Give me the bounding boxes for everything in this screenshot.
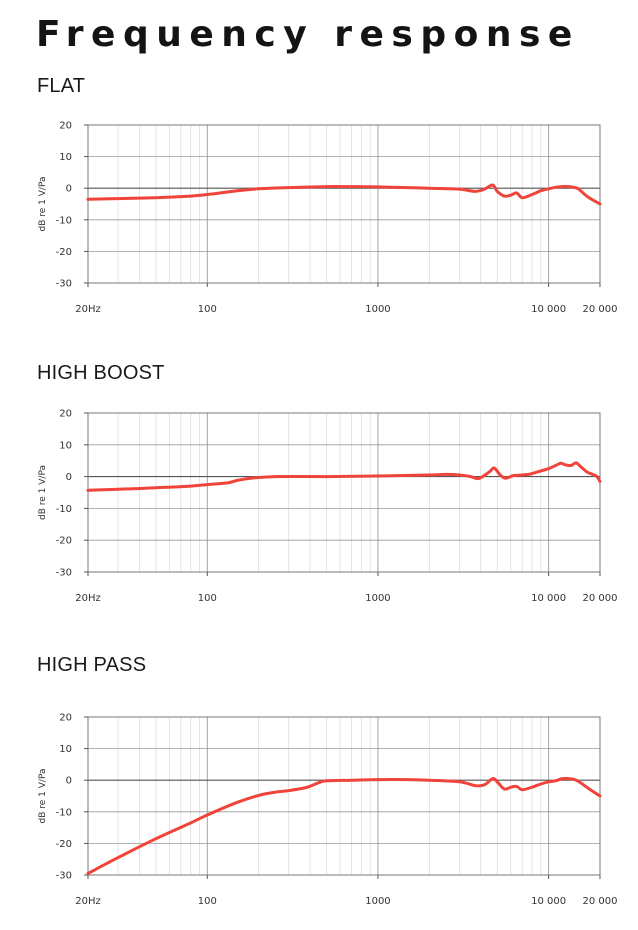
chart-0-response-curve-0 <box>86 183 602 206</box>
chart-0-xtick-label: 1000 <box>365 304 390 315</box>
chart-1-xtick-label: 1000 <box>365 593 390 604</box>
chart-0-ytick-label: 10 <box>59 152 72 163</box>
chart-1-response-curve-0 <box>86 461 602 492</box>
chart-2-xtick-label: 10 000 <box>531 896 566 907</box>
chart-1-xtick-label: 20 000 <box>583 593 618 604</box>
chart-title-flat: FLAT <box>37 75 86 97</box>
chart-1-minor-grid <box>117 413 542 572</box>
chart-2-xtick-label: 20 000 <box>583 896 618 907</box>
chart-title-high-boost: HIGH BOOST <box>37 362 165 384</box>
chart-0-ytick-label: -20 <box>56 247 72 258</box>
chart-0-xtick-label: 100 <box>198 304 217 315</box>
chart-2-ytick-label: -20 <box>56 839 72 850</box>
chart-2-xtick-label: 100 <box>198 896 217 907</box>
chart-2-response-curve-0 <box>86 776 602 875</box>
chart-1-xtick-label: 10 000 <box>531 593 566 604</box>
chart-2-ytick-label: 10 <box>59 744 72 755</box>
chart-2-minor-grid <box>117 717 542 875</box>
chart-2-ytick-label: 20 <box>59 713 72 724</box>
chart-1-ytick-label: 20 <box>59 409 72 420</box>
chart-2-plot-frame <box>87 716 601 876</box>
chart-2-xtick-label: 1000 <box>365 896 390 907</box>
chart-title-high-pass: HIGH PASS <box>37 654 147 676</box>
chart-1-ytick-label: 10 <box>59 440 72 451</box>
chart-0-xtick-label: 20 000 <box>583 304 618 315</box>
chart-0-ytick-label: -30 <box>56 279 72 290</box>
chart-0-plot-frame <box>87 124 601 284</box>
chart-1-ytick-label: -30 <box>56 568 72 579</box>
chart-2-ytick-label: 0 <box>66 776 72 787</box>
chart-1-ytick-label: 0 <box>66 472 72 483</box>
chart-1-xtick-label: 20Hz <box>75 593 101 604</box>
chart-0-y-axis-title: dB re 1 V/Pa <box>38 177 48 232</box>
chart-1-ytick-label: -10 <box>56 504 72 515</box>
chart-2-xtick-label: 20Hz <box>75 896 101 907</box>
chart-0-ytick-label: 0 <box>66 184 72 195</box>
chart-0-ytick-label: -10 <box>56 215 72 226</box>
chart-1-ytick-label: -20 <box>56 536 72 547</box>
chart-1-plot-frame <box>87 412 601 573</box>
chart-0-minor-grid <box>117 125 542 283</box>
chart-1-xtick-label: 100 <box>198 593 217 604</box>
chart-0-xtick-label: 10 000 <box>531 304 566 315</box>
chart-2-ytick-label: -10 <box>56 807 72 818</box>
chart-2-ytick-label: -30 <box>56 871 72 882</box>
chart-0-xtick-label: 20Hz <box>75 304 101 315</box>
chart-2-y-axis-title: dB re 1 V/Pa <box>38 769 48 824</box>
page-title: Frequency response <box>36 14 580 55</box>
chart-0-ytick-label: 20 <box>59 121 72 132</box>
chart-1-y-axis-title: dB re 1 V/Pa <box>38 465 48 520</box>
